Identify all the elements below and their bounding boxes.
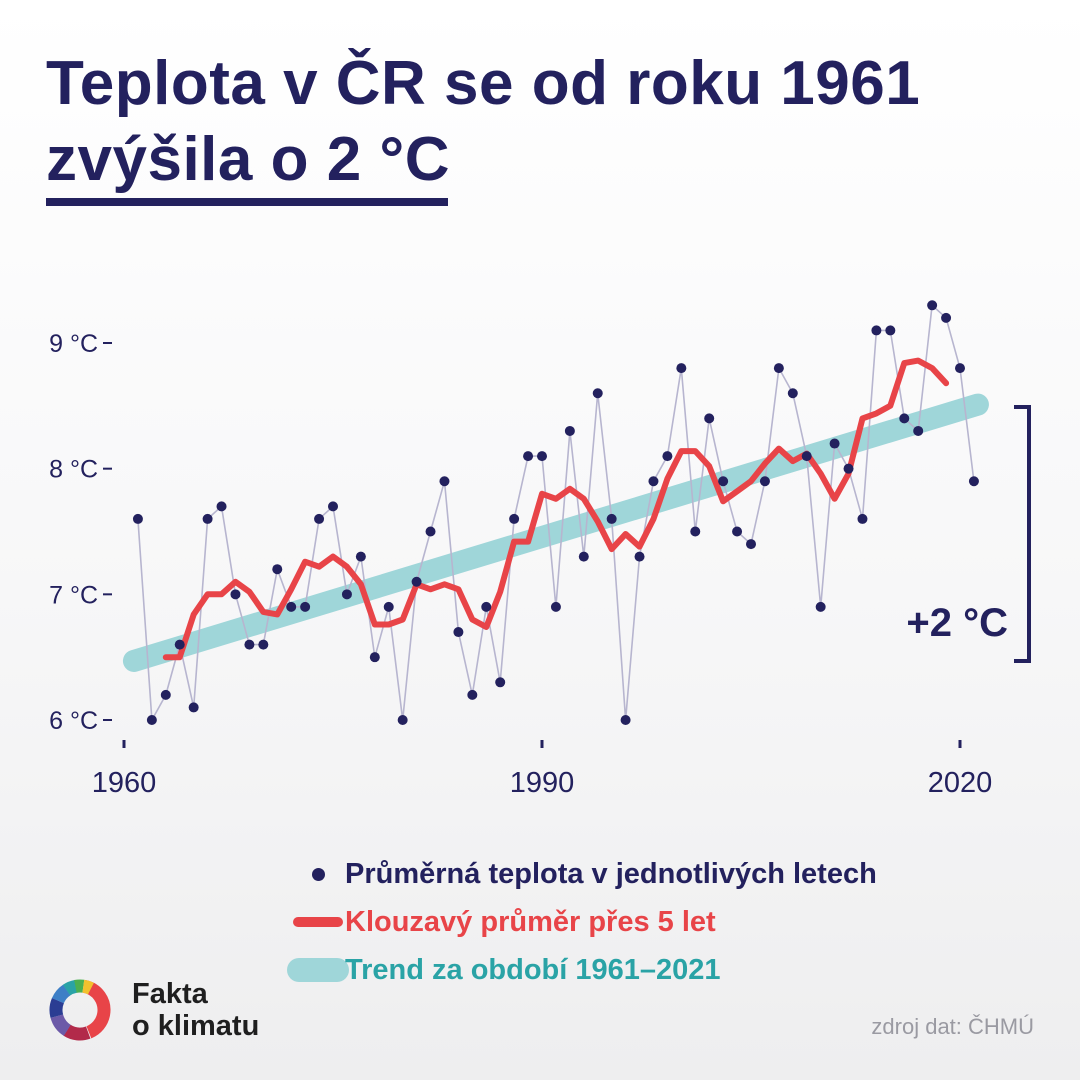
data-point [453,627,464,638]
data-point [300,601,311,612]
data-point [662,451,673,462]
brand-name: Fakta o klimatu [132,978,259,1042]
y-tick-label: 8 °C [49,456,98,484]
brand-line-1: Fakta [132,978,208,1010]
x-tick-label: 2020 [928,767,993,799]
data-point [314,513,325,524]
legend-label-annual: Průměrná teplota v jednotlivých letech [345,858,877,890]
data-point [690,526,701,537]
data-point [704,413,715,424]
legend-label-moving-average: Klouzavý průměr přes 5 let [345,906,716,938]
data-point [885,325,896,336]
data-point [132,513,143,524]
data-point [620,715,631,725]
data-point [244,639,255,650]
delta-bracket [1014,405,1031,663]
data-point [746,539,756,550]
y-tick-label: 7 °C [49,581,98,609]
data-point [606,513,617,524]
moving-average-line [162,357,950,661]
data-point [160,689,171,700]
data-point [523,451,534,462]
trend-line [122,393,989,672]
legend-label-trend: Trend za období 1961–2021 [345,954,721,986]
data-point [578,551,589,562]
points-layer [132,300,979,725]
legend-dot-icon [312,868,325,881]
x-tick-label: 1990 [510,767,575,799]
data-point [899,413,910,424]
legend-line-icon [293,917,343,927]
data-point [355,551,366,562]
data-point [564,425,575,436]
data-point [258,639,269,650]
annotation-layer: +2 °C [906,405,1031,663]
data-point [439,476,450,487]
data-point [216,501,227,512]
data-point [815,601,826,612]
data-point [202,513,213,524]
data-point [941,312,952,323]
chart-title-line-1: Teplota v ČR se od roku 1961 [46,49,921,118]
data-point [718,476,729,487]
data-point [773,363,784,374]
data-point [188,702,199,713]
data-point [592,388,603,399]
data-point [829,438,840,449]
data-point [787,388,798,399]
trend-layer [122,393,989,672]
data-point [481,601,492,612]
chart-title: Teplota v ČR se od roku 1961 zvýšila o 2… [46,46,920,198]
annual-connecting-line [137,303,975,723]
data-point [732,526,743,537]
data-point [648,476,659,487]
data-point [509,513,520,524]
data-point [286,601,297,612]
data-point [857,513,868,524]
legend-band-icon [287,958,349,982]
data-point [174,639,185,650]
data-point [759,476,770,487]
data-point [146,715,157,725]
data-point [537,451,547,462]
data-point [328,501,338,512]
data-point [634,551,645,562]
y-tick-label: 9 °C [49,330,98,358]
chart-title-line-2: zvýšila o 2 °C [46,125,450,194]
data-point [913,425,924,436]
annual-line-layer [137,303,975,723]
data-point [272,564,283,575]
delta-label: +2 °C [906,601,1008,645]
data-point [550,601,561,612]
data-source: zdroj dat: ČHMÚ [871,1014,1034,1039]
data-point [955,363,965,374]
data-point [676,363,687,374]
data-point [369,652,380,663]
data-point [425,526,436,537]
data-point [801,451,812,462]
y-axis: 6 °C 7 °C 8 °C 9 °C [49,330,112,735]
brand-line-2: o klimatu [132,1010,260,1042]
logo-donut-icon [49,979,111,1041]
x-axis: 1960 1990 2020 [92,740,993,799]
x-tick-label: 1960 [92,767,157,799]
data-point [871,325,882,336]
data-point [383,601,394,612]
data-point [230,589,241,600]
y-tick-label: 6 °C [49,707,98,735]
title-underline [46,198,448,206]
data-point [411,576,422,587]
data-point [495,677,506,688]
data-point [968,476,979,487]
data-point [843,463,854,474]
data-point [341,589,352,600]
data-point [397,715,408,725]
data-point [467,689,478,700]
data-point [927,300,938,311]
moving-avg-layer [162,357,950,661]
